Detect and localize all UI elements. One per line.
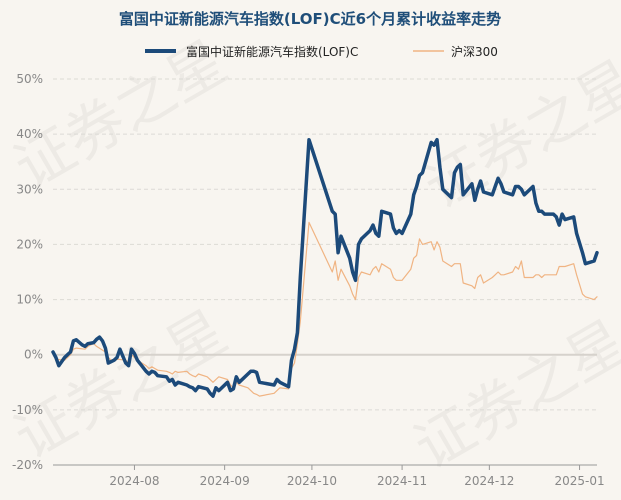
- watermark-text-4: 证券之星: [403, 307, 621, 482]
- series-layer: [51, 137, 599, 398]
- series-line-fund: [51, 137, 599, 398]
- x-tick-label: 2024-11: [377, 474, 427, 488]
- y-tick-label: 50%: [16, 72, 43, 86]
- legend-label-index: 沪深300: [451, 45, 498, 59]
- y-tick-label: 40%: [16, 127, 43, 141]
- legend-item-index[interactable]: 沪深300: [413, 45, 498, 59]
- legend-label-fund: 富国中证新能源汽车指数(LOF)C: [186, 44, 358, 59]
- x-tick-label: 2025-01: [554, 474, 604, 488]
- x-axis: 2024-08 2024-09 2024-10 2024-11 2024-12 2025-…: [53, 464, 605, 488]
- x-tick-label: 2024-09: [200, 474, 250, 488]
- y-tick-label: 20%: [16, 237, 43, 251]
- chart-title: 富国中证新能源汽车指数(LOF)C近6个月累计收益率走势: [119, 10, 501, 28]
- legend: 富国中证新能源汽车指数(LOF)C 沪深300: [145, 44, 498, 59]
- x-tick-label: 2024-08: [109, 474, 159, 488]
- y-tick-label: 30%: [16, 182, 43, 196]
- y-tick-label: 0%: [24, 348, 43, 362]
- y-tick-label: -10%: [12, 403, 43, 417]
- watermark: 证券之星 证券之星 证券之星 证券之星: [3, 27, 621, 482]
- y-tick-label: 10%: [16, 293, 43, 307]
- x-tick-label: 2024-10: [287, 474, 337, 488]
- watermark-text-2: 证券之星: [413, 47, 621, 222]
- grid: [53, 78, 597, 466]
- legend-item-fund[interactable]: 富国中证新能源汽车指数(LOF)C: [145, 44, 358, 59]
- watermark-text-3: 证券之星: [3, 297, 238, 472]
- x-tick-label: 2024-12: [464, 474, 514, 488]
- y-axis: -20% -10% 0% 10% 20% 30% 40% 50%: [12, 72, 43, 472]
- y-tick-label: -20%: [12, 458, 43, 472]
